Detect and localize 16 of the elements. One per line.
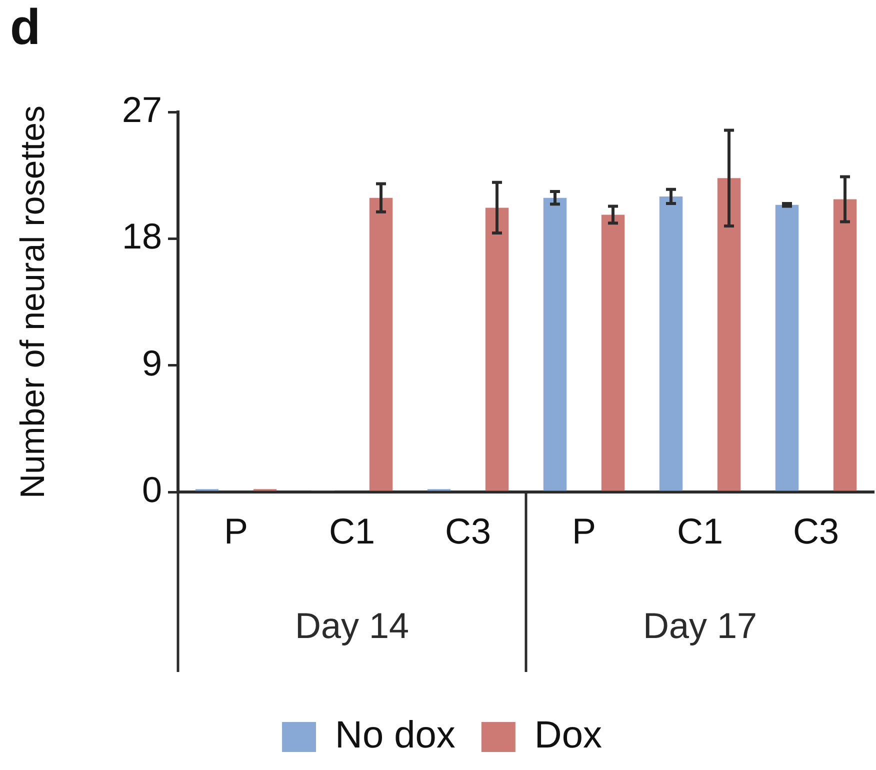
- y-axis-title: Number of neural rosettes: [14, 105, 52, 499]
- x-tick-label: C1: [676, 510, 724, 552]
- chart-title: d: [10, 0, 41, 55]
- y-tick-label: 27: [122, 88, 162, 130]
- text: Day 17: [642, 604, 758, 646]
- x-tick-label: C3: [792, 510, 840, 552]
- x-tick-label: C3: [444, 510, 492, 552]
- y-tick-label: 18: [122, 216, 162, 257]
- y-tick-label: 9: [142, 342, 162, 384]
- x-tick-label: P: [224, 510, 248, 552]
- text: Day 14: [294, 604, 410, 646]
- legend-label: No dox: [335, 714, 456, 756]
- x-tick-label: C1: [328, 510, 376, 552]
- legend-label: Dox: [534, 714, 602, 756]
- y-tick-label: 0: [142, 468, 162, 510]
- x-tick-label: P: [572, 510, 596, 552]
